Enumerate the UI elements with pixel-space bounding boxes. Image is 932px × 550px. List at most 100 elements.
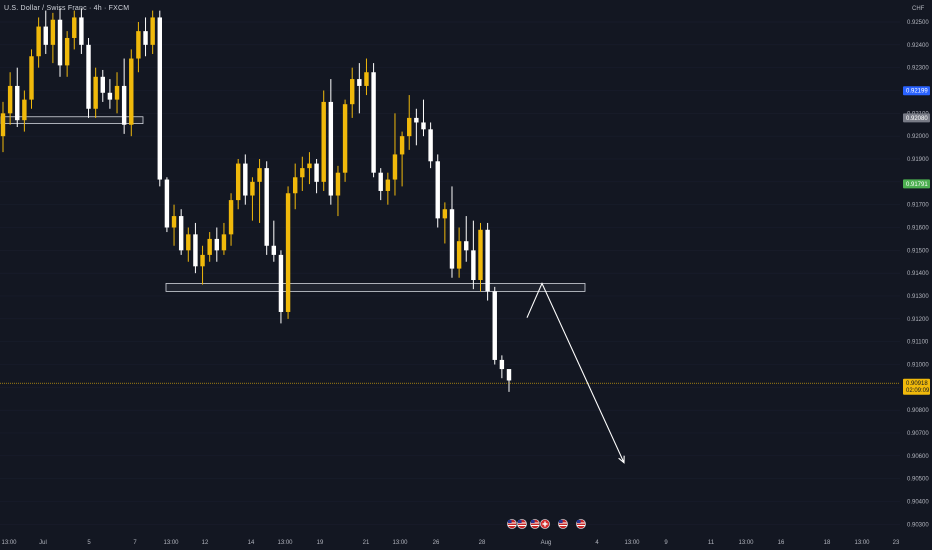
candle-body <box>278 254 284 312</box>
candle <box>72 10 77 50</box>
projection-arrowhead <box>618 455 625 464</box>
candle-body <box>171 216 177 228</box>
candle-body <box>385 179 391 191</box>
candle-body <box>200 254 205 267</box>
candle-body <box>421 122 426 130</box>
candle <box>257 158 262 223</box>
flag-us-icon[interactable] <box>557 518 569 530</box>
candle-body <box>36 26 41 57</box>
candle <box>129 49 134 137</box>
candle <box>335 165 341 217</box>
flag-us-icon[interactable] <box>529 518 541 530</box>
candle <box>43 10 48 54</box>
candle-body <box>150 17 155 45</box>
candle-body <box>235 163 241 201</box>
flag-us-icon[interactable] <box>575 518 587 530</box>
candle-body <box>506 369 512 381</box>
candle-body <box>350 79 355 105</box>
candle <box>478 222 483 292</box>
symbol-title[interactable]: U.S. Dollar / Swiss Franc · 4h · FXCM <box>4 5 130 12</box>
support-zone[interactable] <box>165 283 586 292</box>
time-tick-label: 7 <box>133 540 137 546</box>
candle <box>171 204 177 246</box>
candle <box>414 108 419 146</box>
grid <box>0 21 900 525</box>
event-icon-strip[interactable] <box>506 518 587 530</box>
candle-body <box>378 172 383 191</box>
flag-us-icon[interactable] <box>516 518 528 530</box>
candle <box>7 72 13 125</box>
price-badge[interactable]: 0.91791 <box>903 179 930 189</box>
candle-body <box>129 58 134 125</box>
candle-body <box>492 291 497 360</box>
candle-body <box>121 85 127 125</box>
flag-canton <box>508 520 512 523</box>
price-tick-label: 0.91500 <box>907 248 929 254</box>
candle-body <box>164 179 170 228</box>
candle-body <box>300 168 305 178</box>
price-tick-label: 0.91300 <box>907 294 929 300</box>
time-tick-label: 9 <box>664 540 668 546</box>
candle <box>371 63 376 178</box>
interval-label: 4h <box>93 5 102 12</box>
candle-body <box>107 92 113 100</box>
price-badge-countdown: 02:09:09 <box>906 388 930 394</box>
time-tick-label: 13:00 <box>163 540 179 546</box>
candle <box>314 158 319 194</box>
candle <box>157 10 162 187</box>
candle <box>29 49 34 109</box>
projection-arrow[interactable] <box>526 282 625 464</box>
candle <box>464 216 469 262</box>
time-tick-label: 12 <box>202 540 209 546</box>
candle <box>378 168 383 201</box>
candle-body <box>442 209 448 219</box>
price-tick-label: 0.90800 <box>907 408 929 414</box>
candle <box>0 101 6 153</box>
candle <box>471 220 476 290</box>
candle-body <box>485 229 490 292</box>
candle <box>421 99 426 137</box>
candle-body <box>399 136 405 155</box>
price-badge[interactable]: 0.92199 <box>903 86 930 96</box>
time-tick-label: 13:00 <box>392 540 408 546</box>
flag-stripe <box>577 522 585 524</box>
time-tick-label: 21 <box>363 540 370 546</box>
candle <box>22 90 27 132</box>
candle <box>321 90 326 191</box>
candle <box>228 193 234 246</box>
currency-label: CHF <box>912 6 925 12</box>
time-axis[interactable]: 13:00 Jul 5 7 13:00 12 14 13:00 19 21 13:00 26 28 Aug… <box>0 531 932 550</box>
time-tick-label: 28 <box>479 540 486 546</box>
time-tick-label: Aug <box>541 540 552 546</box>
candle <box>79 8 84 54</box>
candle <box>307 152 312 185</box>
price-badge-label: 0.90918 <box>906 381 928 387</box>
candle-body <box>449 209 455 269</box>
candle <box>243 154 248 205</box>
projection-path[interactable] <box>526 282 625 463</box>
price-badge[interactable]: 0.92080 <box>903 113 930 123</box>
candle-body <box>193 234 198 267</box>
price-axis[interactable]: CHF0.925000.924000.923000.922000.921000.… <box>900 0 932 550</box>
time-tick-label: 13:00 <box>277 540 293 546</box>
flag-canton <box>518 520 522 523</box>
symbol-name: U.S. Dollar / Swiss Franc <box>4 5 87 12</box>
candle <box>342 99 348 182</box>
candle-body <box>292 177 298 194</box>
price-tick-label: 0.90700 <box>907 431 929 437</box>
candle <box>264 161 269 255</box>
flag-stripe <box>531 522 539 524</box>
time-tick-label: 19 <box>317 540 324 546</box>
candle-body <box>157 17 162 180</box>
flag-us-icon[interactable] <box>506 518 518 530</box>
candle-body <box>136 31 141 59</box>
candle-body <box>178 216 184 251</box>
candle <box>100 69 105 102</box>
flag-ch-icon[interactable] <box>539 518 551 530</box>
price-badge-background <box>903 86 930 96</box>
candle-body <box>22 99 27 121</box>
candle-body <box>72 17 77 38</box>
candle-body <box>15 85 20 121</box>
